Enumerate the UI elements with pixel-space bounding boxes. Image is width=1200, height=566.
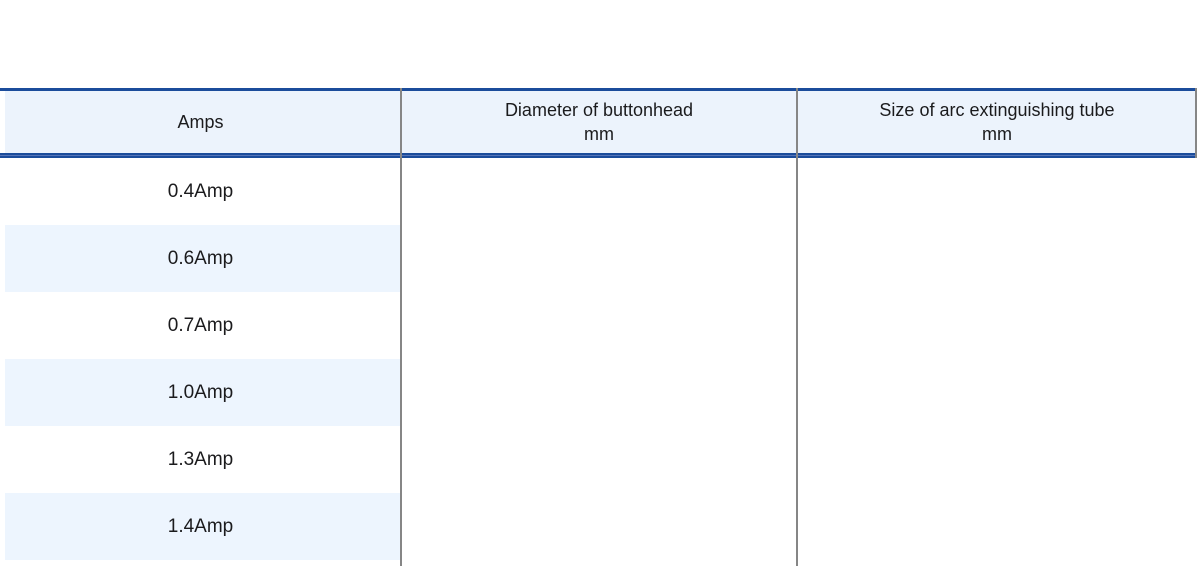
cell-diameter <box>401 225 797 292</box>
column-header-tube-label: Size of arc extinguishing tube <box>879 100 1115 120</box>
cell-diameter <box>401 493 797 560</box>
column-header-tube: Size of arc extinguishing tube mm <box>797 91 1197 153</box>
table-row: 0.4Amp <box>0 158 1200 225</box>
column-header-tube-unit: mm <box>982 124 1012 144</box>
table-row: 0.6Amp <box>0 225 1200 292</box>
table-top-rule <box>0 88 1197 91</box>
cell-diameter <box>401 158 797 225</box>
column-header-amps: Amps <box>0 91 401 153</box>
column-header-diameter-unit: mm <box>584 124 614 144</box>
cell-amps: 0.7Amp <box>167 314 234 336</box>
cell-tube <box>797 426 1200 493</box>
column-header-amps-label: Amps <box>177 112 224 132</box>
column-header-diameter-label: Diameter of buttonhead <box>504 100 694 120</box>
cell-tube <box>797 292 1200 359</box>
table-header-row: Amps Diameter of buttonhead mm Size of a… <box>5 91 1195 153</box>
cell-amps: 0.4Amp <box>167 180 234 202</box>
row-stripe <box>5 493 400 560</box>
column-header-diameter: Diameter of buttonhead mm <box>401 91 797 153</box>
table-row: 1.4Amp <box>0 493 1200 560</box>
cell-tube <box>797 158 1200 225</box>
column-divider-1 <box>400 88 402 566</box>
table-body: 0.4Amp 0.6Amp 0.7Amp 1.0Amp <box>0 158 1200 566</box>
cell-diameter <box>401 292 797 359</box>
header-right-edge <box>1195 88 1197 158</box>
table-row: 0.7Amp <box>0 292 1200 359</box>
cell-amps: 1.4Amp <box>167 515 234 537</box>
cell-diameter <box>401 359 797 426</box>
cell-tube <box>797 225 1200 292</box>
row-stripe <box>5 225 400 292</box>
cell-tube <box>797 493 1200 560</box>
cell-tube <box>797 359 1200 426</box>
cell-diameter <box>401 426 797 493</box>
table-row: 1.0Amp <box>0 359 1200 426</box>
column-divider-2 <box>796 88 798 566</box>
row-stripe <box>5 359 400 426</box>
cell-amps: 0.6Amp <box>167 247 234 269</box>
cell-amps: 1.3Amp <box>167 448 234 470</box>
table-header-bottom-rule <box>0 153 1197 158</box>
table-row: 1.3Amp <box>0 426 1200 493</box>
cell-amps: 1.0Amp <box>167 381 234 403</box>
